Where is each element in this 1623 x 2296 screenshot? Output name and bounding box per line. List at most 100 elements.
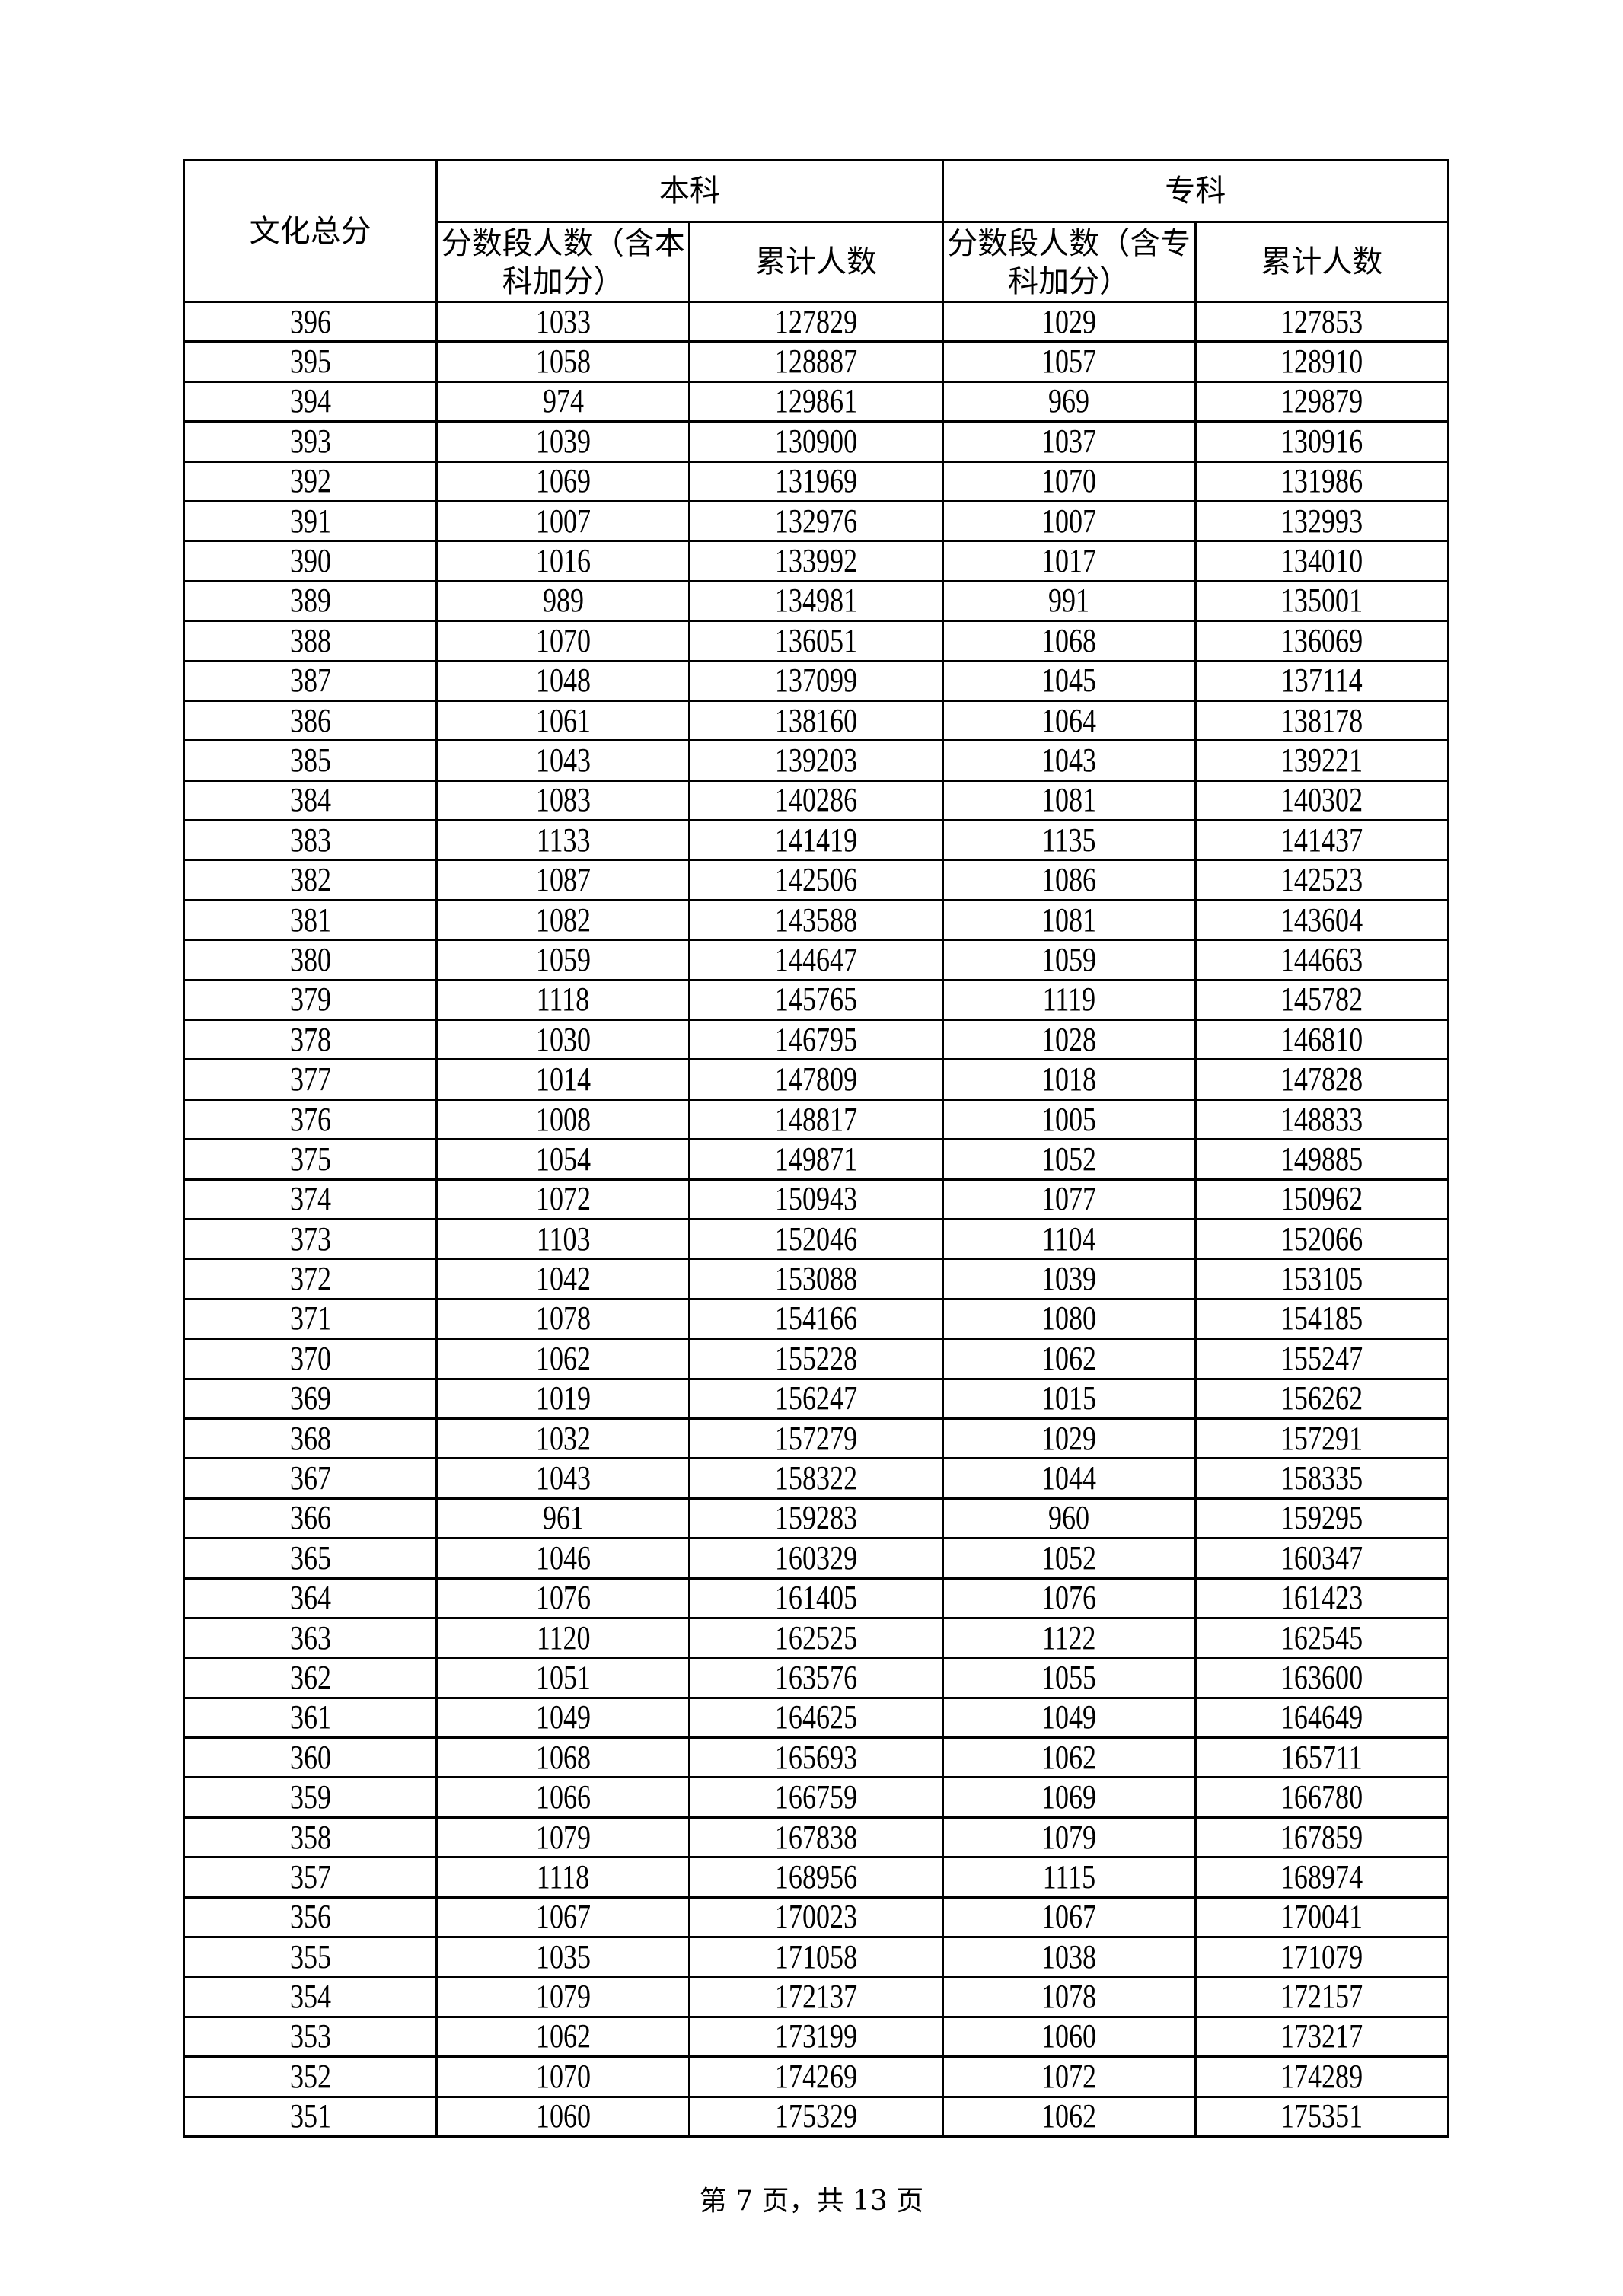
page-number: 第 7 页，共 13 页 [699, 2186, 924, 2217]
score-cell: 356 [182, 1896, 438, 1939]
cell-text: 1079 [535, 1818, 591, 1856]
table-row: 376 1008 148817 1005 148833 [182, 1098, 1450, 1141]
undergrad-segment-cell: 1019 [435, 1377, 691, 1420]
undergrad-cumulative-cell: 166759 [688, 1776, 944, 1819]
table-row: 361 1049 164625 1049 164649 [182, 1696, 1450, 1740]
table-row: 385 1043 139203 1043 139221 [182, 739, 1450, 782]
college-segment-cell: 1007 [941, 499, 1197, 543]
header-college-segment: 分数段人数（含专科加分） [941, 221, 1197, 303]
cell-text: 1007 [535, 502, 591, 540]
cell-text: 1060 [535, 2097, 591, 2135]
college-segment-cell: 1060 [941, 2015, 1197, 2058]
cell-text: 1032 [535, 1419, 591, 1457]
undergrad-segment-cell: 1048 [435, 659, 691, 702]
cell-text: 143604 [1280, 901, 1363, 939]
header-college: 专科 [941, 159, 1450, 223]
cell-text: 1043 [1041, 741, 1097, 779]
undergrad-segment-cell: 1061 [435, 699, 691, 742]
cell-text: 388 [289, 621, 331, 659]
undergrad-cumulative-cell: 134981 [688, 579, 944, 623]
cell-text: 1070 [535, 621, 591, 659]
cell-text: 1007 [1041, 502, 1097, 540]
undergrad-cumulative-cell: 156247 [688, 1377, 944, 1420]
undergrad-cumulative-cell: 152046 [688, 1217, 944, 1261]
score-cell: 388 [182, 620, 438, 662]
cell-text: 377 [289, 1060, 331, 1099]
college-segment-cell: 1045 [941, 659, 1197, 702]
cell-text: 1072 [535, 1180, 591, 1218]
table-row: 368 1032 157279 1029 157291 [182, 1417, 1450, 1460]
cell-text: 173217 [1280, 2017, 1363, 2055]
cell-text: 1061 [535, 701, 591, 739]
undergrad-cumulative-cell: 127829 [688, 300, 944, 343]
college-segment-cell: 1064 [941, 699, 1197, 742]
cell-text: 395 [289, 343, 331, 381]
cell-text: 163576 [774, 1658, 858, 1696]
undergrad-cumulative-cell: 138160 [688, 699, 944, 742]
undergrad-cumulative-cell: 132976 [688, 499, 944, 543]
college-cumulative-cell: 162545 [1194, 1616, 1450, 1660]
college-cumulative-cell: 153105 [1194, 1258, 1450, 1300]
college-segment-cell: 1079 [941, 1816, 1197, 1859]
college-segment-cell: 1029 [941, 1417, 1197, 1460]
cell-text: 1045 [1041, 662, 1097, 700]
undergrad-cumulative-cell: 130900 [688, 420, 944, 463]
score-cell: 391 [182, 499, 438, 543]
cell-text: 138160 [774, 701, 858, 739]
undergrad-cumulative-cell: 136051 [688, 620, 944, 662]
cell-text: 1043 [535, 741, 591, 779]
table-row: 370 1062 155228 1062 155247 [182, 1338, 1450, 1380]
cell-text: 961 [542, 1499, 584, 1537]
undergrad-cumulative-cell: 139203 [688, 739, 944, 782]
table-row: 375 1054 149871 1052 149885 [182, 1138, 1450, 1181]
college-segment-cell: 1057 [941, 340, 1197, 383]
undergrad-cumulative-cell: 170023 [688, 1896, 944, 1939]
college-segment-cell: 1038 [941, 1936, 1197, 1979]
college-cumulative-cell: 150962 [1194, 1178, 1450, 1220]
cell-text: 137099 [774, 662, 858, 700]
cell-text: 355 [289, 1937, 331, 1976]
table-row: 353 1062 173199 1060 173217 [182, 2015, 1450, 2058]
undergrad-segment-cell: 1133 [435, 819, 691, 862]
undergrad-cumulative-cell: 175329 [688, 2095, 944, 2138]
college-cumulative-cell: 136069 [1194, 620, 1450, 662]
college-cumulative-cell: 131986 [1194, 460, 1450, 502]
college-cumulative-cell: 174289 [1194, 2055, 1450, 2098]
cell-text: 139203 [774, 741, 858, 779]
cell-text: 153105 [1280, 1260, 1363, 1298]
cell-text: 1015 [1041, 1379, 1097, 1417]
score-cell: 376 [182, 1098, 438, 1141]
cell-text: 152066 [1280, 1220, 1363, 1258]
undergrad-segment-cell: 1054 [435, 1138, 691, 1181]
cell-text: 1052 [1041, 1140, 1097, 1178]
cell-text: 361 [289, 1698, 331, 1736]
undergrad-cumulative-cell: 158322 [688, 1457, 944, 1500]
college-segment-cell: 1078 [941, 1976, 1197, 2018]
cell-text: 1062 [1041, 1339, 1097, 1377]
score-cell: 366 [182, 1497, 438, 1540]
college-cumulative-cell: 160347 [1194, 1537, 1450, 1580]
score-cell: 371 [182, 1297, 438, 1341]
cell-text: 1077 [1041, 1180, 1097, 1218]
undergrad-cumulative-cell: 143588 [688, 898, 944, 942]
undergrad-segment-cell: 1043 [435, 1457, 691, 1500]
undergrad-segment-cell: 1069 [435, 460, 691, 502]
college-cumulative-cell: 141437 [1194, 819, 1450, 862]
cell-text: 1057 [1041, 343, 1097, 381]
cell-text: 370 [289, 1339, 331, 1377]
undergrad-cumulative-cell: 161405 [688, 1577, 944, 1619]
score-cell: 385 [182, 739, 438, 782]
college-cumulative-cell: 175351 [1194, 2095, 1450, 2138]
cell-text: 145782 [1280, 981, 1363, 1019]
college-segment-cell: 991 [941, 579, 1197, 623]
cell-text: 1133 [536, 821, 591, 859]
cell-text: 1052 [1041, 1539, 1097, 1577]
undergrad-segment-cell: 1008 [435, 1098, 691, 1141]
college-cumulative-cell: 138178 [1194, 699, 1450, 742]
cell-text: 174269 [774, 2057, 858, 2095]
table-row: 396 1033 127829 1029 127853 [182, 300, 1450, 343]
college-cumulative-cell: 157291 [1194, 1417, 1450, 1460]
score-cell: 392 [182, 460, 438, 502]
table-row: 380 1059 144647 1059 144663 [182, 939, 1450, 981]
undergrad-segment-cell: 1051 [435, 1657, 691, 1699]
